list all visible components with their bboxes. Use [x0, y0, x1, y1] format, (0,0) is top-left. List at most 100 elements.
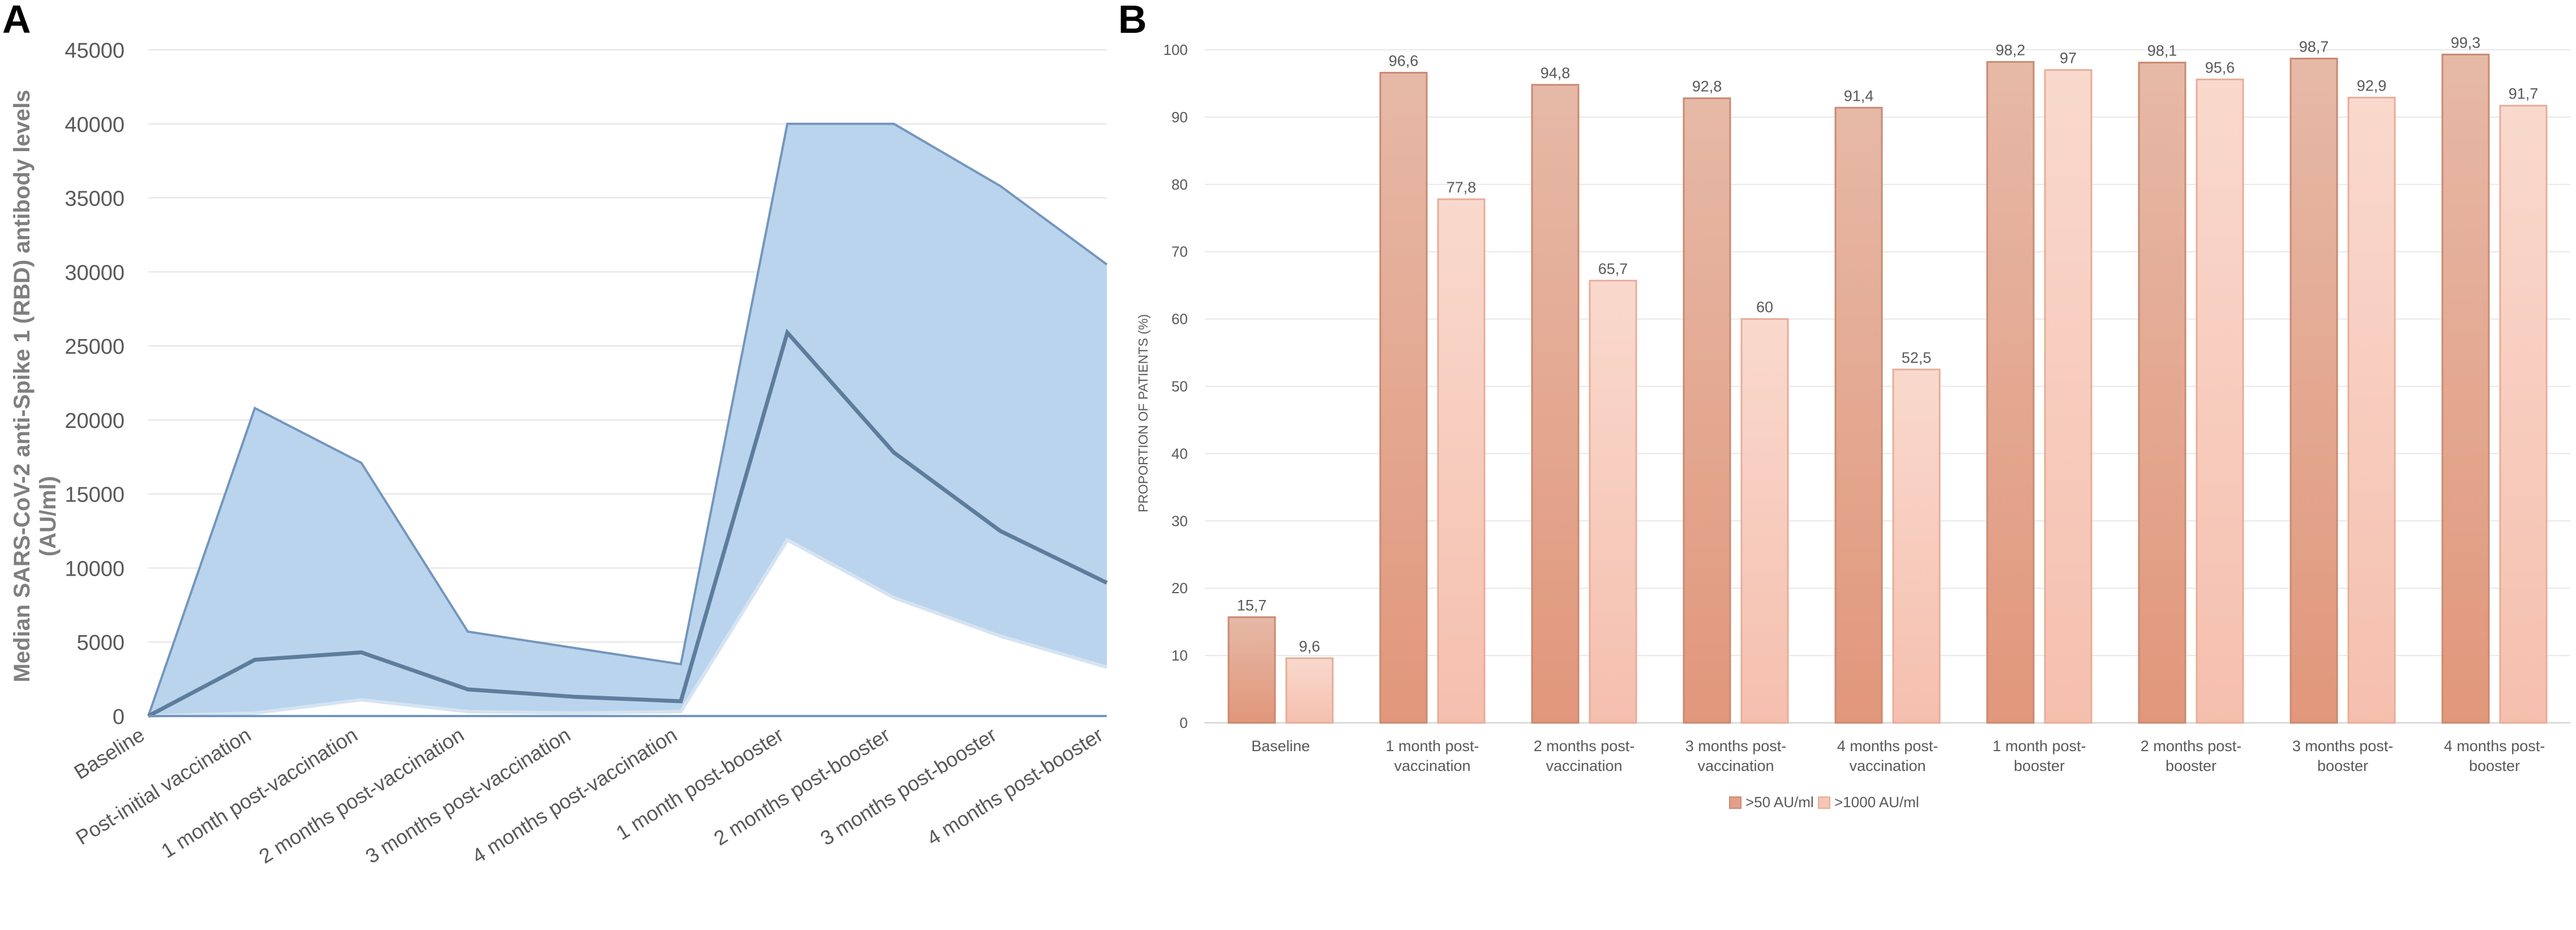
panel-b-chart: B 15,7 9,6 96,6 77,8 94,8 65,7 92,8 60 91,4 52,5 9… — [1118, 0, 2570, 811]
panel-a-y-tick-label: 15000 — [65, 483, 125, 507]
panel-b-bar — [2290, 57, 2338, 724]
panel-a-y-tick-label: 0 — [113, 705, 125, 729]
panel-b-bar — [1986, 61, 2035, 724]
panel-a-y-axis-title-line2: (AU/ml) — [36, 476, 61, 556]
panel-b-x-tick-label: Baseline — [1251, 738, 1310, 755]
panel-a-label: A — [2, 0, 31, 41]
panel-b-bar — [2441, 53, 2490, 724]
panel-b-bar — [1892, 368, 1941, 724]
panel-b-bar — [1834, 106, 1883, 724]
panel-b-y-tick-label: 70 — [1171, 243, 1188, 260]
panel-b-x-tick-label: booster — [2014, 757, 2065, 774]
panel-b-gridlines — [1205, 49, 2570, 723]
panel-a-y-tick-label: 40000 — [65, 113, 125, 137]
panel-a-y-tick-label: 35000 — [65, 187, 125, 211]
panel-b-data-label: 91,4 — [1844, 87, 1874, 104]
panel-b-data-label: 98,7 — [2299, 38, 2329, 55]
panel-a-y-axis-title: Median SARS-CoV-2 anti-Spike 1 (RBD) ant… — [10, 90, 61, 683]
panel-a-upper-band — [148, 123, 1107, 716]
panel-a-x-tick-label: 2 months post-vaccination — [255, 723, 468, 868]
panel-b-bars: 15,7 9,6 96,6 77,8 94,8 65,7 92,8 60 91,4 52,5 98,… — [1227, 34, 2548, 724]
panel-a-x-tick-label: 3 months post-vaccination — [361, 723, 574, 868]
panel-b-x-tick-label: booster — [2317, 757, 2368, 774]
panel-b-data-label: 91,7 — [2509, 85, 2539, 102]
panel-b-data-label: 77,8 — [1447, 179, 1477, 196]
panel-b-data-label: 65,7 — [1598, 260, 1628, 277]
panel-b-x-tick-label: booster — [2166, 757, 2216, 774]
panel-b-label: B — [1118, 0, 1147, 41]
panel-b-legend-swatch — [1729, 796, 1741, 809]
panel-a-x-tick-label: 2 months post-booster — [710, 723, 895, 850]
panel-a-x-tick-label: 1 month post-booster — [612, 723, 788, 845]
panel-b-bar — [1740, 318, 1789, 724]
panel-b-x-tick-label: vaccination — [1546, 757, 1622, 774]
panel-b-x-tick-label: vaccination — [1394, 757, 1470, 774]
panel-b-bar — [1683, 97, 1731, 724]
panel-b-data-label: 98,1 — [2147, 42, 2177, 59]
panel-a-y-tick-label: 45000 — [65, 39, 125, 63]
panel-b-legend-label: >1000 AU/ml — [1834, 794, 1919, 811]
panel-b-bar — [1227, 616, 1276, 724]
panel-b-y-axis-title: PROPORTION OF PATIENTS (%) — [1136, 314, 1150, 512]
panel-b-data-label: 52,5 — [1902, 349, 1932, 366]
panel-a-x-tick-label: 1 month post-vaccination — [157, 723, 361, 863]
panel-b-data-label: 92,9 — [2357, 77, 2387, 94]
panel-b-bar — [1531, 84, 1580, 724]
panel-b-bar — [2044, 69, 2093, 724]
panel-b-x-tick-label: vaccination — [1697, 757, 1774, 774]
panel-b-x-tick-label: booster — [2469, 757, 2520, 774]
panel-b-bar — [2347, 96, 2396, 724]
panel-b-data-label: 99,3 — [2451, 34, 2481, 51]
panel-b-data-label: 98,2 — [1996, 41, 2026, 58]
panel-a-chart: A 0 5000 10000 15000 20000 25000 30000 35000 400… — [2, 0, 1108, 868]
panel-b-x-tick-label: 2 months post- — [1534, 738, 1635, 755]
panel-b-data-label: 60 — [1756, 299, 1773, 316]
panel-b-y-tick-label: 10 — [1171, 647, 1188, 664]
panel-b-bar — [1285, 657, 1334, 724]
panel-b-data-label: 95,6 — [2205, 59, 2235, 76]
panel-b-bar — [1437, 198, 1486, 724]
panel-b-y-tick-label: 100 — [1163, 41, 1188, 58]
panel-b-legend: >50 AU/ml >1000 AU/ml — [1729, 794, 1919, 811]
panel-b-x-tick-label: 3 months post- — [2292, 738, 2394, 755]
panel-b-data-label: 92,8 — [1692, 78, 1722, 95]
panel-b-y-tick-label: 50 — [1171, 378, 1188, 395]
panel-b-bar — [2196, 78, 2244, 724]
panel-b-x-tick-label: 4 months post- — [1837, 738, 1939, 755]
panel-b-bar — [2138, 62, 2186, 724]
panel-a-x-tick-label: Post-initial vaccination — [72, 723, 255, 850]
panel-b-bar — [1589, 280, 1637, 724]
panel-b-x-tick-label: 1 month post- — [1992, 738, 2086, 755]
panel-a-y-axis-title-line1: Median SARS-CoV-2 anti-Spike 1 (RBD) ant… — [10, 90, 35, 683]
panel-b-x-tick-label: vaccination — [1849, 757, 1925, 774]
panel-b-x-tick-label: 3 months post- — [1685, 738, 1787, 755]
panel-b-x-tick-label: 1 month post- — [1385, 738, 1479, 755]
panel-a-upper-line — [147, 122, 1108, 717]
panel-b-x-tick-label: 2 months post- — [2141, 738, 2242, 755]
panel-a-y-tick-label: 20000 — [65, 409, 125, 433]
panel-a-y-tick-labels: 0 5000 10000 15000 20000 25000 30000 35000 40000… — [65, 39, 125, 729]
panel-a-x-tick-label: 4 months post-vaccination — [468, 723, 681, 868]
panel-b-y-tick-label: 80 — [1171, 176, 1188, 193]
panel-a-y-tick-label: 25000 — [65, 335, 125, 359]
panel-b-x-tick-label: 4 months post- — [2444, 738, 2545, 755]
panel-b-y-tick-label: 90 — [1171, 109, 1188, 126]
panel-a-x-tick-label: 3 months post-booster — [816, 723, 1001, 850]
panel-b-legend-swatch — [1818, 796, 1830, 809]
panel-b-y-tick-labels: 0 10 20 30 40 50 60 70 80 90 100 — [1163, 41, 1188, 731]
panel-b-y-tick-label: 20 — [1171, 580, 1188, 597]
panel-b-y-tick-label: 60 — [1171, 311, 1188, 328]
panel-a-areas — [147, 122, 1108, 718]
panel-a-y-tick-label: 5000 — [76, 631, 125, 655]
panel-b-y-tick-label: 30 — [1171, 512, 1188, 529]
panel-a-y-tick-label: 10000 — [65, 557, 125, 581]
panel-a-y-tick-label: 30000 — [65, 261, 125, 285]
panel-b-data-label: 94,8 — [1541, 65, 1571, 82]
panel-a-median-line — [147, 328, 1108, 718]
panel-a-x-tick-label: Baseline — [70, 723, 148, 784]
panel-b-x-tick-labels: Baseline 1 month post-vaccination 2 months… — [1251, 738, 2545, 774]
panel-b-y-tick-label: 0 — [1180, 714, 1188, 731]
panel-b-data-label: 97 — [2060, 50, 2077, 67]
